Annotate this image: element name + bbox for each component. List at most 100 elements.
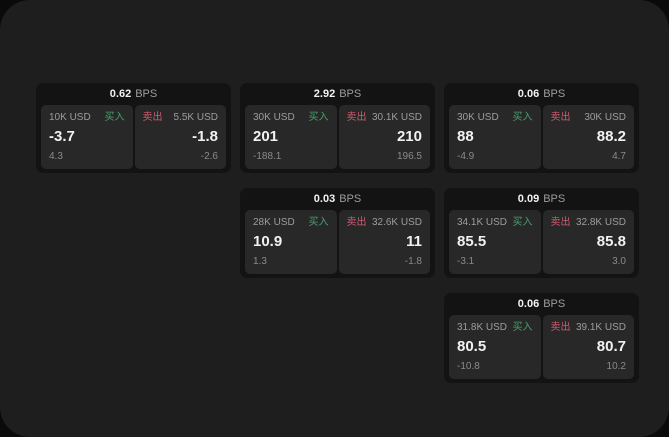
buy-side-label: 买入: [512, 217, 533, 228]
buy-price: 10.9: [253, 233, 283, 250]
bps-unit-label: BPS: [543, 298, 566, 310]
quote-card: 0.03 BPS 28K USD 买入 10.9 1.3 卖出 32.6K US…: [240, 188, 435, 278]
sell-size-label: 30K USD: [584, 112, 626, 123]
sell-panel-top: 卖出 39.1K USD: [551, 321, 627, 334]
sell-size-label: 5.5K USD: [173, 112, 218, 123]
sell-panel[interactable]: 卖出 30.1K USD 210 196.5: [338, 105, 430, 169]
buy-panel-top: 31.8K USD 买入: [457, 321, 533, 334]
buy-side-label: 买入: [512, 322, 533, 333]
sell-size-label: 30.1K USD: [371, 112, 422, 123]
quote-grid: 0.62 BPS 10K USD 买入 -3.7 4.3 卖出 5.5K USD…: [36, 83, 639, 383]
sell-delta: 196.5: [396, 151, 422, 162]
card-body: 30K USD 买入 201 -188.1 卖出 30.1K USD 210 1…: [240, 105, 435, 173]
buy-panel[interactable]: 31.8K USD 买入 80.5 -10.8: [449, 315, 541, 379]
buy-price: -3.7: [49, 128, 75, 145]
sell-panel-top: 卖出 5.5K USD: [143, 111, 219, 124]
quote-card: 2.92 BPS 30K USD 买入 201 -188.1 卖出 30.1K …: [240, 83, 435, 173]
buy-delta: -4.9: [457, 151, 475, 162]
sell-side-label: 卖出: [346, 112, 367, 123]
bps-value: 0.62: [109, 88, 132, 100]
card-body: 31.8K USD 买入 80.5 -10.8 卖出 39.1K USD 80.…: [444, 315, 639, 383]
sell-side-label: 卖出: [142, 112, 163, 123]
buy-delta: -3.1: [457, 256, 475, 267]
sell-panel-top: 卖出 30.1K USD: [347, 111, 423, 124]
card-body: 28K USD 买入 10.9 1.3 卖出 32.6K USD 11 -1.8: [240, 210, 435, 278]
bps-unit-label: BPS: [339, 193, 362, 205]
sell-price: 11: [406, 233, 422, 250]
sell-price: 210: [396, 128, 422, 145]
sell-side-label: 卖出: [550, 322, 571, 333]
bps-unit-label: BPS: [135, 88, 158, 100]
quote-card: 0.06 BPS 30K USD 买入 88 -4.9 卖出 30K USD 8…: [444, 83, 639, 173]
sell-delta: -2.6: [200, 151, 218, 162]
buy-side-label: 买入: [308, 112, 329, 123]
card-body: 30K USD 买入 88 -4.9 卖出 30K USD 88.2 4.7: [444, 105, 639, 173]
quote-card: 0.09 BPS 34.1K USD 买入 85.5 -3.1 卖出 32.8K…: [444, 188, 639, 278]
buy-size-label: 31.8K USD: [457, 322, 508, 333]
bps-header: 0.06 BPS: [444, 83, 639, 105]
card-body: 10K USD 买入 -3.7 4.3 卖出 5.5K USD -1.8 -2.…: [36, 105, 231, 173]
buy-side-label: 买入: [104, 112, 125, 123]
buy-size-label: 30K USD: [253, 112, 295, 123]
sell-panel-top: 卖出 32.6K USD: [347, 216, 423, 229]
buy-delta: -10.8: [457, 361, 480, 372]
buy-panel-top: 28K USD 买入: [253, 216, 329, 229]
buy-delta: 4.3: [49, 151, 63, 162]
buy-price: 80.5: [457, 338, 487, 355]
sell-price: 88.2: [596, 128, 626, 145]
buy-panel[interactable]: 30K USD 买入 88 -4.9: [449, 105, 541, 169]
buy-panel[interactable]: 30K USD 买入 201 -188.1: [245, 105, 337, 169]
buy-panel-top: 30K USD 买入: [253, 111, 329, 124]
bps-header: 0.09 BPS: [444, 188, 639, 210]
sell-side-label: 卖出: [550, 112, 571, 123]
buy-panel-top: 10K USD 买入: [49, 111, 125, 124]
buy-side-label: 买入: [308, 217, 329, 228]
sell-panel-top: 卖出 30K USD: [551, 111, 627, 124]
buy-size-label: 30K USD: [457, 112, 499, 123]
sell-delta: -1.8: [404, 256, 422, 267]
buy-panel-top: 34.1K USD 买入: [457, 216, 533, 229]
buy-size-label: 10K USD: [49, 112, 91, 123]
buy-price: 85.5: [457, 233, 487, 250]
sell-delta: 3.0: [612, 256, 626, 267]
buy-price: 88: [457, 128, 474, 145]
bps-value: 0.09: [517, 193, 540, 205]
sell-panel[interactable]: 卖出 32.6K USD 11 -1.8: [338, 210, 430, 274]
sell-panel[interactable]: 卖出 32.8K USD 85.8 3.0: [542, 210, 634, 274]
sell-delta: 10.2: [606, 361, 626, 372]
sell-price: 85.8: [596, 233, 626, 250]
quote-card: 0.62 BPS 10K USD 买入 -3.7 4.3 卖出 5.5K USD…: [36, 83, 231, 173]
bps-value: 2.92: [313, 88, 336, 100]
bps-value: 0.06: [517, 298, 540, 310]
buy-size-label: 34.1K USD: [457, 217, 508, 228]
buy-panel[interactable]: 10K USD 买入 -3.7 4.3: [41, 105, 133, 169]
buy-panel[interactable]: 34.1K USD 买入 85.5 -3.1: [449, 210, 541, 274]
bps-value: 0.06: [517, 88, 540, 100]
bps-header: 2.92 BPS: [240, 83, 435, 105]
quote-card: 0.06 BPS 31.8K USD 买入 80.5 -10.8 卖出 39.1…: [444, 293, 639, 383]
sell-price: -1.8: [192, 128, 218, 145]
buy-panel-top: 30K USD 买入: [457, 111, 533, 124]
sell-panel[interactable]: 卖出 30K USD 88.2 4.7: [542, 105, 634, 169]
bps-unit-label: BPS: [339, 88, 362, 100]
buy-panel[interactable]: 28K USD 买入 10.9 1.3: [245, 210, 337, 274]
buy-side-label: 买入: [512, 112, 533, 123]
buy-delta: -188.1: [253, 151, 282, 162]
sell-delta: 4.7: [612, 151, 626, 162]
sell-side-label: 卖出: [346, 217, 367, 228]
sell-panel[interactable]: 卖出 39.1K USD 80.7 10.2: [542, 315, 634, 379]
sell-size-label: 32.8K USD: [575, 217, 626, 228]
sell-size-label: 32.6K USD: [371, 217, 422, 228]
buy-delta: 1.3: [253, 256, 267, 267]
sell-size-label: 39.1K USD: [575, 322, 626, 333]
sell-price: 80.7: [596, 338, 626, 355]
sell-side-label: 卖出: [550, 217, 571, 228]
buy-price: 201: [253, 128, 279, 145]
buy-size-label: 28K USD: [253, 217, 295, 228]
bps-header: 0.03 BPS: [240, 188, 435, 210]
bps-header: 0.06 BPS: [444, 293, 639, 315]
bps-value: 0.03: [313, 193, 336, 205]
bps-unit-label: BPS: [543, 193, 566, 205]
sell-panel[interactable]: 卖出 5.5K USD -1.8 -2.6: [134, 105, 226, 169]
sell-panel-top: 卖出 32.8K USD: [551, 216, 627, 229]
